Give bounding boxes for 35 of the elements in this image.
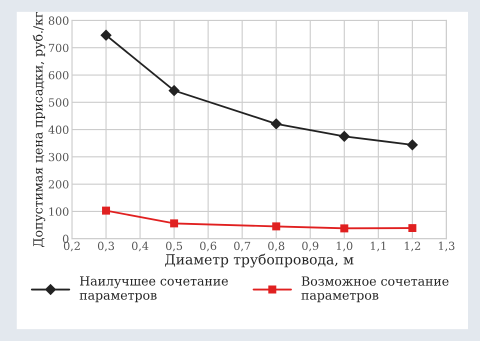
x-tick-label: 1,0: [336, 242, 352, 252]
y-axis-title: Допустимая цена присадки, руб./кг: [32, 12, 46, 248]
y-tick-label: 200: [48, 180, 68, 189]
x-axis-title: Диаметр трубопровода, м: [165, 254, 354, 268]
point: [270, 118, 282, 130]
y-tick-label: 600: [48, 70, 68, 80]
point: [272, 222, 280, 230]
point: [408, 224, 416, 232]
point: [100, 30, 112, 41]
x-tick-label: 1,1: [370, 242, 386, 252]
y-tick-label: 700: [48, 44, 68, 52]
y-tick-label: 800: [48, 16, 68, 25]
x-tick-label: 1,2: [404, 242, 420, 252]
x-tick-label: 0,4: [132, 242, 148, 252]
x-tick-label: 0,8: [268, 242, 284, 252]
point: [406, 139, 418, 150]
y-tick-label: 0: [62, 234, 68, 244]
y-tick-label: 400: [48, 126, 68, 134]
legend-label: Наилучшее сочетание параметров: [80, 276, 228, 302]
point: [170, 219, 178, 228]
x-tick-label: 0,6: [200, 242, 216, 252]
y-tick-label: 300: [48, 152, 68, 162]
x-tick-label: 0,5: [166, 242, 182, 252]
point: [338, 130, 350, 142]
x-tick-label: 0,9: [302, 242, 318, 252]
point: [102, 206, 110, 215]
x-tick-label: 0,2: [64, 242, 80, 252]
x-tick-label: 0,3: [98, 242, 114, 252]
x-tick-label: 0,7: [234, 242, 250, 252]
legend-label: Возможное сочетание параметров: [301, 276, 449, 302]
x-tick-label: 1,3: [438, 242, 454, 252]
y-tick-label: 500: [48, 98, 68, 107]
point: [168, 85, 180, 96]
y-tick-label: 100: [49, 207, 68, 216]
point: [340, 224, 348, 232]
